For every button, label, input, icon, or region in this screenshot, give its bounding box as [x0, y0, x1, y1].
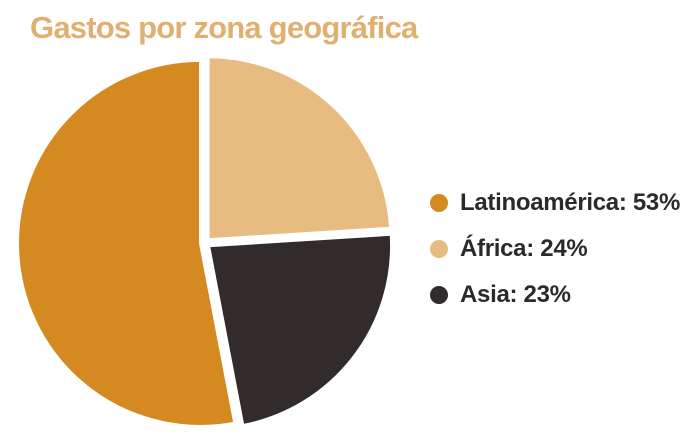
chart-legend: Latinoamérica: 53% África: 24% Asia: 23%	[430, 180, 680, 318]
legend-swatch-latinoamerica	[430, 194, 448, 212]
chart-title: Gastos por zona geográfica	[30, 10, 418, 45]
legend-item-africa: África: 24%	[430, 226, 680, 272]
legend-label-africa: África: 24%	[460, 235, 588, 262]
legend-swatch-asia	[430, 286, 448, 304]
legend-item-latinoamerica: Latinoamérica: 53%	[430, 180, 680, 226]
pie-slice-asia	[206, 232, 394, 428]
legend-swatch-africa	[430, 240, 448, 258]
pie-slice-latinoamerica	[16, 58, 237, 428]
legend-item-asia: Asia: 23%	[430, 272, 680, 318]
pie-slice-africa	[206, 55, 393, 242]
legend-label-latinoamerica: Latinoamérica: 53%	[460, 189, 681, 216]
legend-label-asia: Asia: 23%	[460, 281, 571, 308]
